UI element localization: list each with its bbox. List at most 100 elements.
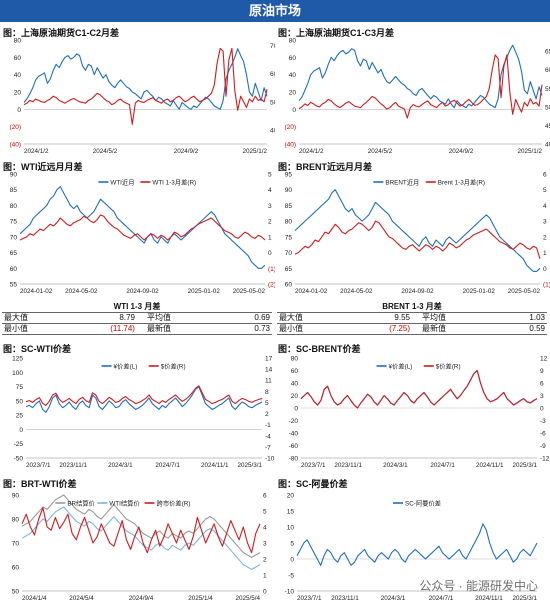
x-tick-label: 2025-01-02	[188, 288, 221, 295]
chart-wti-spread: 9085807570656055543210(1)(2)2024-01-0220…	[10, 172, 275, 296]
x-tick-label: 2024/1/2	[299, 148, 324, 155]
chart-brent-spread: 95908580757065606543210(1)2024-01-022024…	[285, 172, 550, 296]
y-left-tick-label: 20	[14, 90, 22, 97]
y-left-tick-label: 50	[16, 398, 24, 405]
y-right-tick-label: 450	[545, 123, 550, 130]
x-tick-label: 2023/11/1	[331, 595, 359, 602]
y-left-tick-label: 10	[287, 525, 295, 532]
y-left-tick-label: (40)	[9, 142, 21, 149]
stats-value: 9.55	[394, 313, 410, 322]
stats-key: 平均值	[421, 313, 446, 322]
y-left-tick-label: 20	[291, 393, 299, 400]
y-right-tick-label: -9	[540, 443, 546, 450]
y-left-tick-label: 95	[285, 172, 293, 179]
y-left-tick-label: 80	[285, 219, 293, 226]
stats-value: 0.73	[254, 324, 270, 333]
chart-sc-brent: 80 60 40 20 0 -20 -40 -60 -80 12 9 6 3 0 -3 -6 -9 -12 2023…	[289, 356, 550, 470]
y-left-tick-label: 60	[12, 565, 20, 572]
y-right-tick-label: 11	[265, 378, 272, 385]
y-right-tick-label: 14	[265, 367, 273, 374]
y-right-tick-label: 650	[545, 49, 550, 56]
legend-label: ¥价差(L)	[114, 361, 138, 370]
y-right-tick-label: (1)	[268, 266, 275, 273]
legend-label: WTI近月	[110, 177, 134, 186]
y-left-tick-label: (20)	[9, 124, 21, 131]
y-right-tick-label: 500	[270, 99, 275, 106]
y-right-tick-label: 2	[265, 411, 269, 418]
x-tick-label: 2024/5/4	[69, 595, 94, 602]
y-right-tick-label: 1	[543, 250, 547, 257]
y-right-tick-label: -3	[540, 418, 546, 425]
x-tick-label: 2024/1/2	[24, 148, 49, 155]
stats-title: WTI 1-3 月差	[113, 302, 161, 311]
y-left-tick-label: 90	[285, 187, 293, 194]
y-right-tick-label: 550	[545, 86, 550, 93]
y-left-tick-label: 80	[289, 38, 297, 45]
x-tick-label: 2024/9/2	[174, 148, 199, 155]
y-left-tick-label: (40)	[284, 142, 296, 149]
y-left-tick-label: -40	[289, 431, 299, 438]
legend-label: 跨市价差(R)	[157, 498, 191, 507]
y-right-tick-label: 4	[268, 187, 272, 194]
y-right-tick-label: 0	[540, 406, 544, 413]
y-left-tick-label: 65	[10, 250, 18, 257]
y-right-tick-label: 2	[543, 234, 547, 241]
series-line-0	[296, 523, 538, 566]
x-tick-label: 2024-01-02	[20, 288, 53, 295]
y-left-tick-label: -5	[288, 573, 294, 580]
y-left-tick-label: 20	[287, 493, 295, 500]
watermark: 公众号 · 能源研发中心	[419, 579, 538, 593]
y-right-tick-label: 1	[263, 573, 267, 580]
x-tick-label: 2025-05-02	[233, 288, 266, 295]
legend-label: $价差(R)	[436, 361, 461, 370]
y-right-tick-label: 5	[263, 509, 267, 516]
x-tick-label: 2024-09-02	[401, 288, 434, 295]
y-right-tick-label: 3	[540, 393, 544, 400]
y-left-tick-label: -80	[289, 456, 299, 463]
stats-table-brent: BRENT 1-3 月差 最大值 9.55 平均值 1.03 最小值 (7.25…	[277, 301, 547, 335]
x-tick-label: 2025/1/2	[517, 148, 542, 155]
y-left-tick-label: 80	[10, 203, 18, 210]
y-left-tick-label: -25	[14, 441, 24, 448]
y-left-tick-label: 80	[14, 38, 22, 45]
y-right-tick-label: -7	[265, 444, 271, 451]
series-line-1	[23, 47, 268, 125]
y-right-tick-label: 2	[268, 219, 272, 226]
y-left-tick-label: 0	[17, 107, 21, 114]
y-right-tick-label: 500	[545, 104, 550, 111]
stats-value: 0.59	[529, 324, 545, 333]
stats-key: 最大值	[279, 313, 303, 322]
stats-key: 最小值	[279, 324, 303, 333]
y-right-tick-label: 12	[540, 356, 548, 363]
y-right-tick-label: 3	[263, 541, 267, 548]
y-right-tick-label: -4	[265, 433, 271, 440]
y-left-tick-label: 15	[287, 509, 295, 516]
chart-title-sc-wti: 图：SC-WTI价差	[3, 344, 71, 354]
y-left-tick-label: 50	[12, 589, 20, 596]
x-tick-label: 2024/7/1	[430, 462, 455, 469]
x-tick-label: 2024-01-02	[295, 288, 328, 295]
page-header: 原油市场	[0, 0, 550, 22]
y-right-tick-label: 9	[540, 368, 544, 375]
table-row: 最小值 (7.25) 最新值 0.59	[277, 323, 547, 335]
legend-label: SC-阿曼价差	[405, 498, 441, 507]
series-line-1	[300, 369, 538, 409]
y-left-tick-label: 20	[289, 90, 297, 97]
y-right-tick-label: 600	[270, 71, 275, 78]
y-right-tick-label: 4	[263, 525, 267, 532]
y-left-tick-label: 5	[290, 541, 294, 548]
table-row: 最大值 9.55 平均值 1.03	[277, 312, 547, 324]
chart-title-brent-spread: 图：BRENT近远月月差	[278, 162, 372, 172]
y-left-tick-label: 85	[10, 187, 18, 194]
x-tick-label: 2025-01-02	[463, 288, 496, 295]
y-left-tick-label: 80	[291, 356, 299, 363]
chart-brt-wti: 90 80 70 60 50 6 5 4 3 2 1 0 2024/1/4 2024/5/4 2024/9/…	[12, 493, 267, 603]
chart-title-sc-oman: 图：SC-阿曼价差	[278, 479, 348, 489]
y-right-tick-label: (2)	[268, 282, 275, 289]
y-right-tick-label: -1	[265, 422, 271, 429]
series-line-0	[21, 494, 261, 558]
y-left-tick-label: -20	[289, 418, 299, 425]
series-line-1	[25, 385, 263, 406]
y-left-tick-label: 0	[294, 406, 298, 413]
